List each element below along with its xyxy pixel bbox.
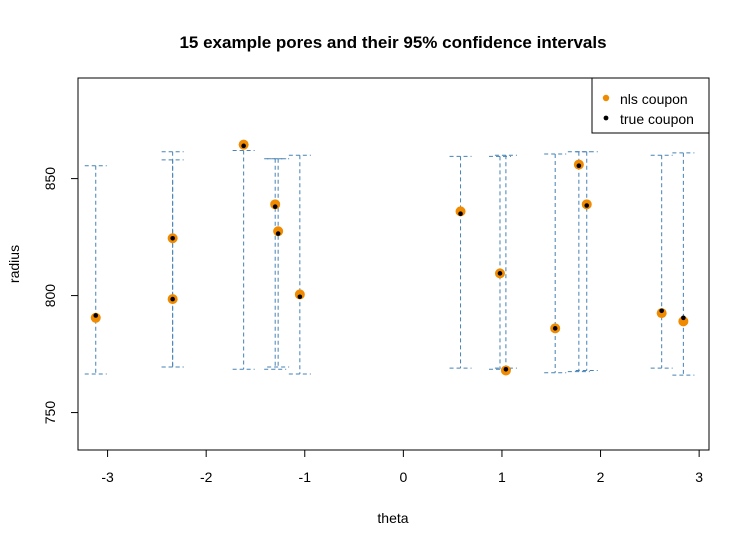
x-tick-label: 3 [695,469,703,485]
true-coupon-point [93,313,99,318]
true-coupon-point [659,308,664,314]
confidence-interval [494,154,517,369]
nls-coupon-point [455,206,466,217]
x-axis: -3 -2 -1 0 1 2 3 [101,449,703,485]
true-coupon-point [552,326,558,331]
confidence-interval [267,158,290,368]
confidence-interval [264,158,287,370]
x-tick-label: -2 [200,469,213,485]
x-axis-label: theta [377,510,408,526]
true-coupon-point [681,315,686,321]
nls-coupon-point [678,316,689,327]
legend-label-nls-coupon: nls coupon [620,91,688,107]
confidence-interval [84,165,107,375]
true-coupon-point [170,296,175,302]
nls-coupon-point [270,199,281,210]
x-tick-label: 1 [498,469,506,485]
x-tick-label: -3 [101,469,114,485]
y-tick-label: 750 [42,401,58,425]
x-tick-label: 2 [597,469,605,485]
true-coupon-point [576,163,582,169]
true-coupon-point [584,203,590,208]
true-coupon-point [297,294,303,300]
data-points [90,139,689,376]
y-axis-label: radius [6,245,22,283]
confidence-interval [232,150,255,370]
confidence-interval [567,151,590,373]
confidence-interval [161,159,184,368]
y-axis: 750 800 850 [42,167,79,425]
y-tick-label: 800 [42,284,58,308]
true-coupon-point [503,366,509,372]
confidence-interval [575,151,598,371]
true-coupon-point [497,271,503,276]
confidence-interval [672,152,695,376]
true-coupon-point [170,235,175,241]
nls-coupon-point [294,289,305,300]
legend-box [591,77,710,134]
confidence-interval [488,155,511,370]
confidence-intervals [84,150,695,376]
confidence-interval [544,153,567,374]
chart-title: 15 example pores and their 95% confidenc… [179,33,606,52]
true-coupon-point [241,143,246,149]
x-tick-label: -1 [299,469,312,485]
nls-coupon-point [273,226,284,237]
nls-coupon-point [656,308,667,319]
nls-coupon-point [90,312,101,323]
confidence-interval [288,154,311,375]
confidence-interval [449,155,472,369]
confidence-interval [650,154,673,369]
y-tick-label: 850 [42,167,58,191]
x-tick-label: 0 [399,469,407,485]
legend-label-true-coupon: true coupon [620,111,694,127]
true-coupon-point [458,211,463,216]
true-coupon-point [272,204,278,209]
legend: nls coupon true coupon [591,77,710,134]
legend-symbol-nls-coupon [602,94,610,102]
legend-symbol-true-coupon [603,115,609,121]
true-coupon-point [275,231,281,236]
